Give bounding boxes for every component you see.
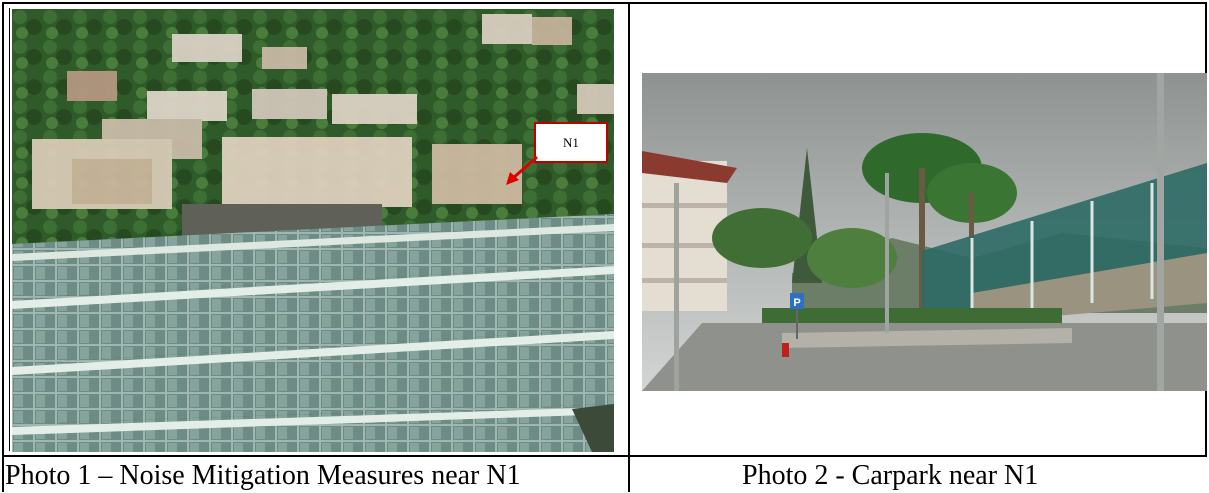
- row-divider: [2, 455, 1207, 457]
- photo1-inner-border-left: [9, 8, 10, 451]
- n1-arrow-head: [506, 172, 519, 185]
- photo2-carpark-image: P: [642, 73, 1207, 391]
- table-left-border: [2, 2, 4, 492]
- photo2-caption: Photo 2 - Carpark near N1: [742, 460, 1039, 491]
- photo1-aerial-image: N1: [12, 9, 614, 452]
- n1-label-text: N1: [563, 135, 579, 150]
- buildings: [32, 14, 614, 209]
- n1-label-box: [534, 122, 608, 163]
- svg-text:P: P: [793, 297, 800, 309]
- column-divider: [628, 2, 630, 492]
- noise-enclosure: [12, 214, 614, 452]
- table-top-border: [2, 2, 1207, 4]
- n1-pointer-arrow: [511, 155, 538, 181]
- photo1-caption: Photo 1 – Noise Mitigation Measures near…: [5, 460, 521, 491]
